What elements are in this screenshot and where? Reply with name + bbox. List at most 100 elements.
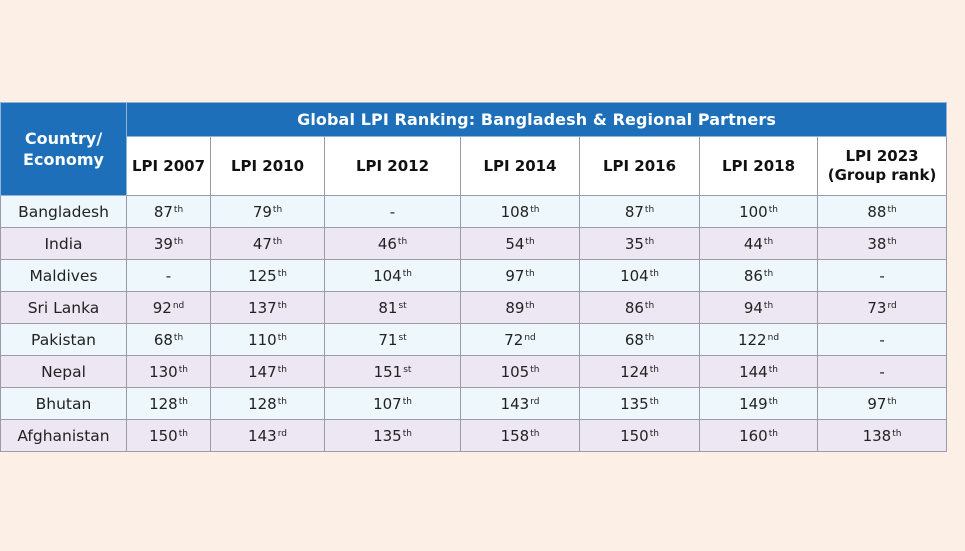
rank-suffix: th <box>768 204 778 215</box>
rank-cell: 149th <box>699 387 818 420</box>
rank-suffix: th <box>649 364 659 375</box>
rank-suffix: th <box>178 364 188 375</box>
rank-cell: 108th <box>460 195 580 228</box>
rank-suffix: th <box>402 268 412 279</box>
rank-cell: 87th <box>579 195 700 228</box>
rank-cell: 71st <box>324 323 461 356</box>
country-cell: India <box>0 227 127 260</box>
rank-cell: 39th <box>126 227 211 260</box>
rank-cell: 110th <box>210 323 325 356</box>
rank-value: 39 <box>153 234 173 253</box>
rank-suffix: th <box>892 428 902 439</box>
rank-cell: 147th <box>210 355 325 388</box>
country-cell: Sri Lanka <box>0 291 127 324</box>
rank-cell: 151st <box>324 355 461 388</box>
rank-suffix: st <box>403 364 412 375</box>
rank-cell: 150th <box>126 419 211 452</box>
rank-suffix: th <box>402 396 412 407</box>
rank-cell: 97th <box>460 259 580 292</box>
rank-value: 105 <box>500 362 530 381</box>
table-row: Sri Lanka 92nd 137th 81st 89th 86th 94th 73rd <box>0 291 948 324</box>
rank-value: 125 <box>248 266 277 285</box>
year-header-2023: LPI 2023 (Group rank) <box>816 136 948 196</box>
year-header-label: LPI 2014 <box>483 156 557 175</box>
rank-cell: 38th <box>816 227 948 260</box>
rank-suffix: th <box>272 204 283 215</box>
rank-cell: - <box>126 259 211 292</box>
table-row: Bangladesh 87th 79th -108th 87th 100th 88th <box>0 195 948 228</box>
rank-value: 97 <box>867 394 887 413</box>
rank-value: 137 <box>248 298 277 317</box>
rank-suffix: th <box>768 428 778 439</box>
rank-suffix: th <box>644 332 655 343</box>
rank-suffix: th <box>644 236 655 247</box>
rank-value: 149 <box>739 394 768 413</box>
rank-suffix: th <box>530 204 540 215</box>
rank-suffix: th <box>530 364 540 375</box>
year-header-sublabel: (Group rank) <box>827 166 937 185</box>
rank-cell: 135th <box>324 419 461 452</box>
rank-suffix: th <box>525 300 535 311</box>
rank-value: - <box>879 266 885 285</box>
rank-suffix: th <box>277 396 287 407</box>
rank-suffix: th <box>173 204 184 215</box>
rank-cell: 128th <box>210 387 325 420</box>
rank-cell: 137th <box>210 291 325 324</box>
rank-value: 68 <box>153 330 173 349</box>
year-header-2007: LPI 2007 <box>126 136 211 196</box>
rank-value: 108 <box>500 202 530 221</box>
rank-value: 92 <box>152 298 172 317</box>
rank-value: 89 <box>505 298 525 317</box>
table-row: India 39th 47th 46th 54th 35th 44th 38th <box>0 227 948 260</box>
rank-cell: 122nd <box>699 323 818 356</box>
rank-cell: 87th <box>126 195 211 228</box>
rank-cell: 143rd <box>460 387 580 420</box>
rank-value: 86 <box>743 266 763 285</box>
rank-suffix: th <box>277 332 287 343</box>
year-header-2012: LPI 2012 <box>324 136 461 196</box>
rank-value: 110 <box>248 330 277 349</box>
rank-value: 143 <box>248 426 277 445</box>
rank-suffix: th <box>277 268 287 279</box>
rank-suffix: th <box>649 396 659 407</box>
rank-suffix: th <box>887 396 897 407</box>
year-header-2010: LPI 2010 <box>210 136 325 196</box>
rank-value: 122 <box>737 330 767 349</box>
rank-cell: 144th <box>699 355 818 388</box>
rank-value: 158 <box>500 426 530 445</box>
table-row: Pakistan 68th 110th 71st 72nd 68th 122nd - <box>0 323 948 356</box>
table-title: Global LPI Ranking: Bangladesh & Regiona… <box>125 101 948 138</box>
country-header-line-1: Country/ <box>24 129 103 148</box>
rank-value: 72 <box>504 330 524 349</box>
table-row: Nepal 130th 147th 151st 105th 124th 144th - <box>0 355 948 388</box>
rank-value: 128 <box>149 394 178 413</box>
year-header-label: LPI 2012 <box>355 156 430 175</box>
rank-suffix: th <box>525 268 535 279</box>
lpi-ranking-table-container: Country/ Economy Global LPI Ranking: Ban… <box>0 101 948 452</box>
rank-cell: 97th <box>816 387 948 420</box>
rank-cell: 104th <box>324 259 461 292</box>
rank-suffix: th <box>768 396 778 407</box>
rank-suffix: th <box>277 300 287 311</box>
rank-cell: 81st <box>324 291 461 324</box>
rank-cell: 54th <box>460 227 580 260</box>
rank-cell: 128th <box>126 387 211 420</box>
rank-value: 54 <box>505 234 525 253</box>
rank-cell: 143rd <box>210 419 325 452</box>
table-row: Maldives -125th 104th 97th 104th 86th - <box>0 259 948 292</box>
rank-value: 147 <box>248 362 277 381</box>
rank-value: 144 <box>739 362 768 381</box>
rank-value: 73 <box>867 298 887 317</box>
rank-suffix: th <box>768 364 778 375</box>
rank-suffix: th <box>649 428 659 439</box>
rank-value: 135 <box>620 394 649 413</box>
rank-cell: - <box>324 195 461 228</box>
rank-suffix: th <box>530 428 540 439</box>
country-cell: Maldives <box>0 259 127 292</box>
year-header-label: LPI 2016 <box>602 156 677 175</box>
rank-value: 104 <box>373 266 402 285</box>
rank-suffix: th <box>887 204 897 215</box>
rank-value: 128 <box>248 394 277 413</box>
rank-cell: 130th <box>126 355 211 388</box>
rank-suffix: nd <box>767 332 780 343</box>
